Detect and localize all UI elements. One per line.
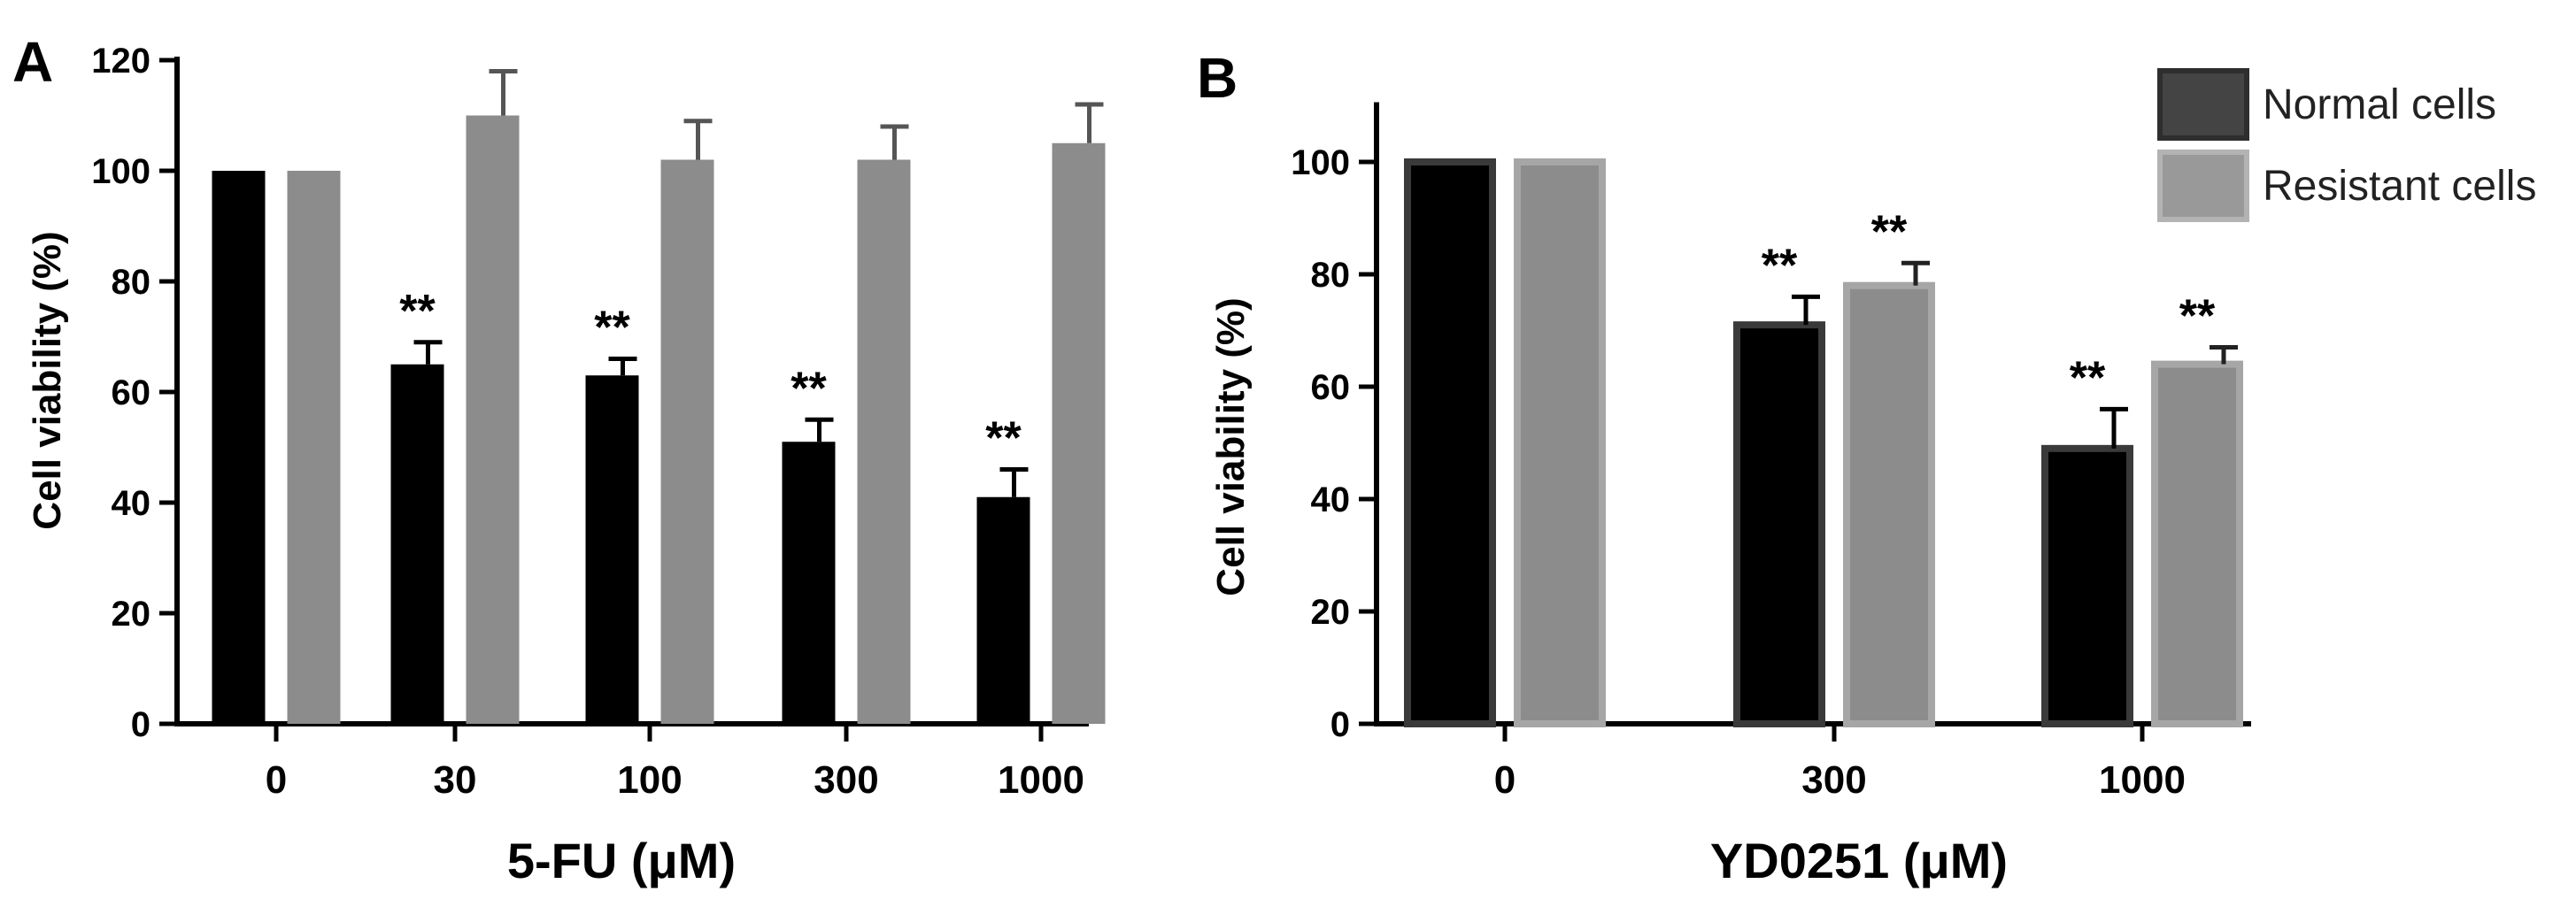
panel-b-bar-normal-0 (1404, 158, 1496, 727)
legend: Normal cells Resistant cells (2157, 68, 2536, 222)
panel-label-a: A (12, 30, 53, 94)
panel-a-bar-resistant-30 (466, 115, 520, 724)
panel-a-y-tick-label: 100 (91, 152, 150, 191)
panel-b-x-tick-label: 0 (1494, 758, 1516, 802)
panel-a-bar-resistant-0 (287, 171, 341, 724)
panel-a-y-tick-label: 20 (112, 595, 151, 634)
panel-a-x-tick-label: 0 (266, 758, 287, 802)
panel-b-bar-normal-1000-significance: ** (2070, 352, 2106, 404)
legend-swatch-normal (2157, 68, 2249, 141)
legend-label-normal: Normal cells (2263, 81, 2496, 128)
panel-b-bar-normal-300 (1733, 321, 1825, 727)
panel-a-y-tick-label: 120 (91, 42, 150, 81)
panel-a-bar-resistant-1000 (1052, 142, 1106, 724)
panel-a-bar-resistant-100 (660, 159, 714, 724)
panel-b-y-tick-label: 20 (1311, 593, 1351, 632)
panel-b-bar-resistant-300 (1843, 281, 1935, 727)
panel-a-y-tick-label: 40 (112, 484, 151, 523)
panel-a-x-tick-label: 1000 (998, 758, 1084, 802)
panel-a-y-tick-label: 80 (112, 263, 151, 302)
panel-b-y-tick-label: 60 (1311, 368, 1351, 407)
panel-a-x-axis-label: 5-FU (μM) (507, 833, 736, 888)
panel-a-y-tick-label: 0 (131, 705, 150, 744)
panel-b-bar-resistant-0 (1514, 158, 1606, 727)
chart-panel-a: 0 20 40 60 80 100 120 0 30 ** 100 ** 300 ** 1000 ** (91, 42, 1106, 802)
legend-label-resistant: Resistant cells (2263, 163, 2536, 210)
panel-a-bar-normal-300 (782, 442, 836, 724)
panel-b-x-tick-label: 300 (1801, 758, 1866, 802)
panel-a-bar-normal-30-significance: ** (399, 286, 436, 337)
panel-a-bar-normal-100 (585, 375, 639, 724)
panel-a-bar-resistant-300 (857, 159, 911, 724)
panel-b-y-tick-label: 40 (1311, 480, 1351, 519)
panel-a-y-tick-label: 60 (112, 373, 151, 412)
panel-a-bar-normal-300-significance: ** (791, 363, 827, 414)
panel-a-y-axis-label: Cell viability (%) (26, 231, 69, 529)
panel-b-bar-resistant-1000 (2151, 360, 2243, 727)
panel-b-y-axis-label: Cell viability (%) (1209, 297, 1253, 596)
panel-a-x-tick-label: 300 (814, 758, 878, 802)
panel-b-x-axis-label: YD0251 (μM) (1710, 833, 2008, 888)
panel-a-bar-normal-100-significance: ** (594, 303, 630, 354)
panel-b-x-tick-label: 1000 (2099, 758, 2186, 802)
panel-a-bar-normal-1000 (976, 496, 1030, 724)
panel-a-bar-normal-30 (390, 364, 444, 724)
panel-b-y-tick-label: 100 (1291, 143, 1350, 182)
legend-swatch-resistant (2157, 150, 2249, 222)
panel-b-y-tick-label: 80 (1311, 256, 1351, 295)
panel-a-bar-normal-0 (212, 171, 266, 724)
panel-b-bar-resistant-300-significance: ** (1871, 206, 1908, 257)
panel-b-bar-resistant-1000-significance: ** (2179, 291, 2216, 342)
panel-a-bar-normal-1000-significance: ** (985, 413, 1022, 465)
panel-a-x-tick-label: 100 (617, 758, 682, 802)
panel-b-bar-normal-300-significance: ** (1762, 240, 1798, 291)
panel-b-y-tick-label: 0 (1330, 705, 1350, 744)
panel-label-b: B (1197, 46, 1238, 110)
panel-b-bar-normal-1000 (2041, 444, 2133, 727)
panel-a-x-tick-label: 30 (434, 758, 477, 802)
